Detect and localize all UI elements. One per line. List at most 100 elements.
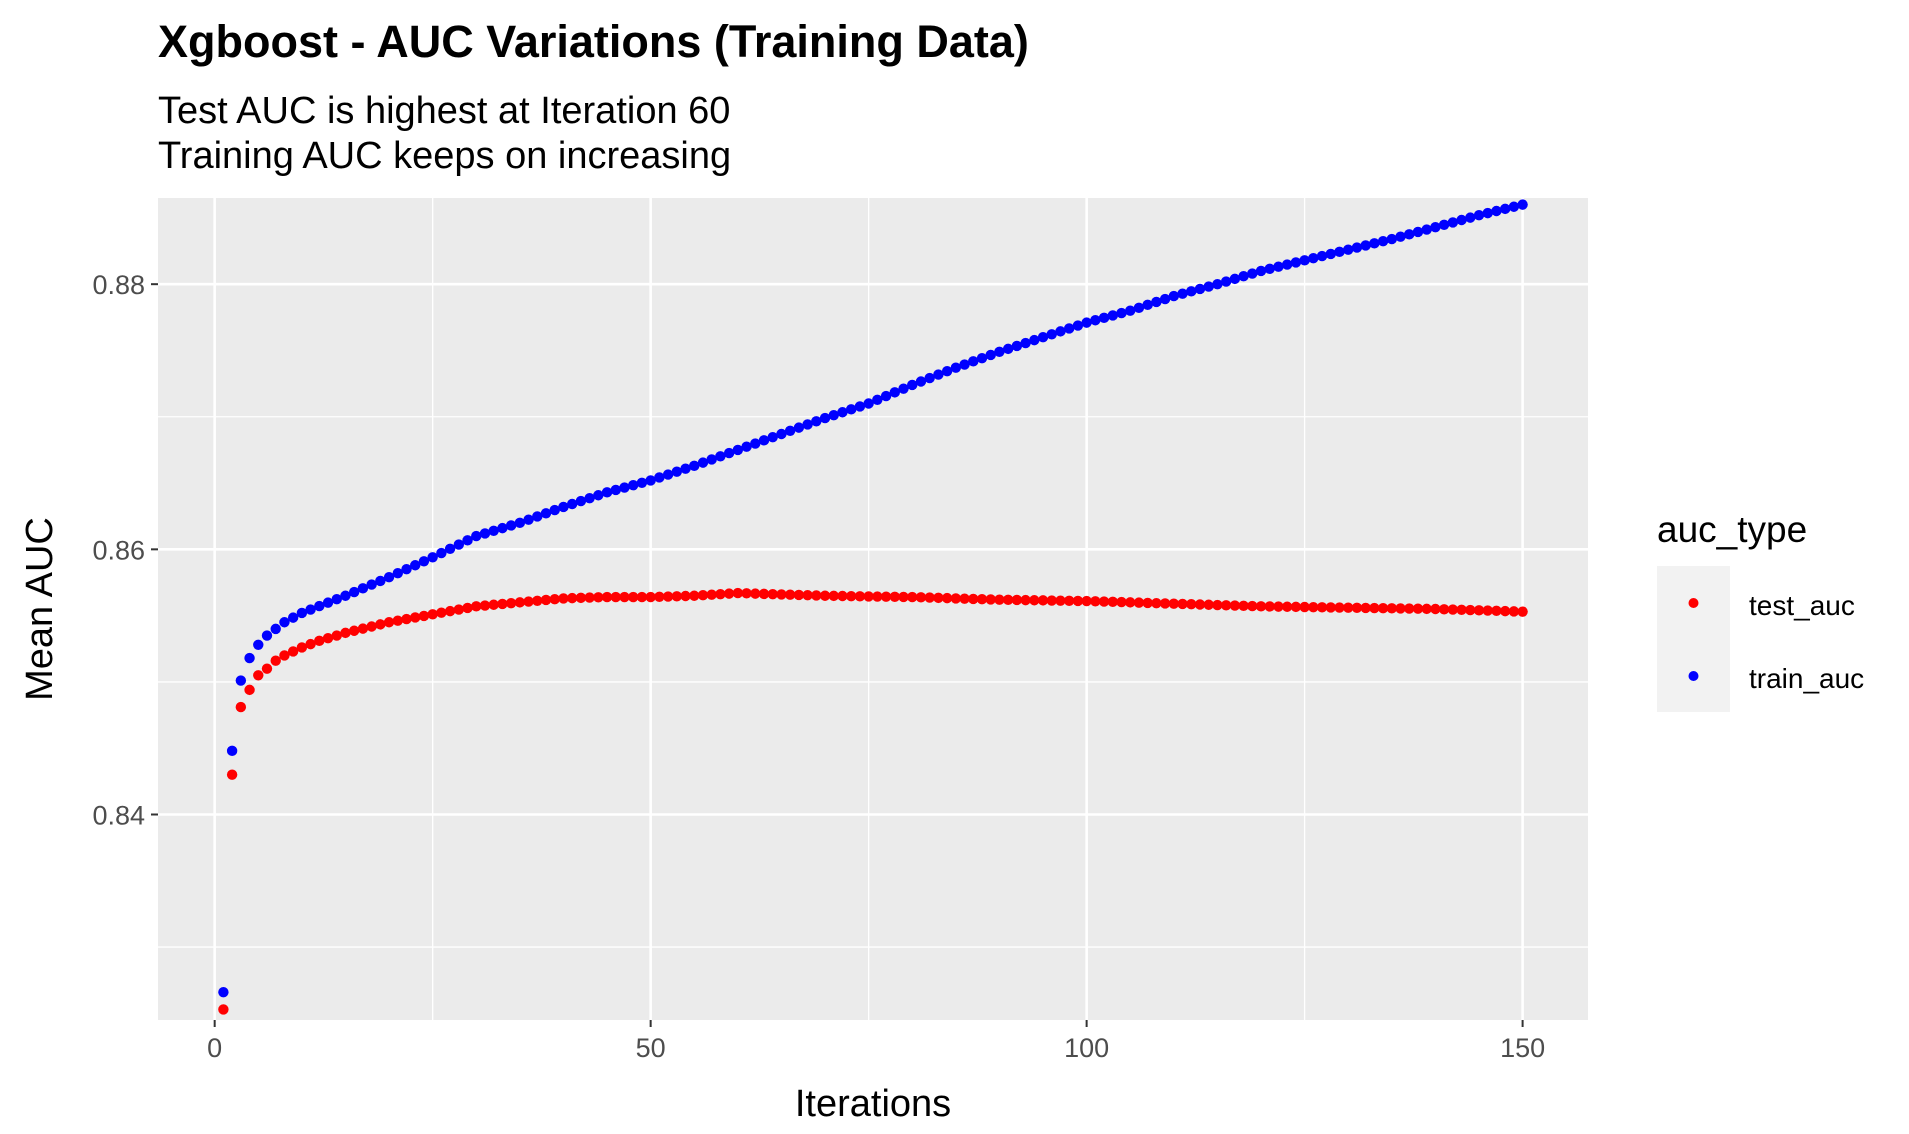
train_auc-point xyxy=(697,457,709,468)
test_auc-point xyxy=(872,591,883,602)
train_auc-point xyxy=(1482,207,1493,219)
train_auc-point xyxy=(453,539,465,550)
test_auc-point xyxy=(505,597,517,609)
train_auc-point xyxy=(1107,310,1118,321)
train_auc-point xyxy=(1377,236,1389,247)
train_auc-point xyxy=(436,547,447,559)
train_auc-point xyxy=(1412,226,1424,238)
test_auc-point xyxy=(1491,605,1502,617)
train_auc-point xyxy=(497,522,508,534)
test_auc-point xyxy=(593,592,604,603)
test_auc-point xyxy=(1098,596,1110,607)
test_auc-point xyxy=(1229,600,1241,611)
test_auc-point xyxy=(549,593,560,605)
test_auc-point xyxy=(305,638,316,650)
train_auc-point xyxy=(1456,214,1467,226)
train_auc-point xyxy=(1229,273,1241,285)
test_auc-point xyxy=(1351,602,1363,614)
test_auc-point xyxy=(427,609,438,620)
test_auc-point xyxy=(628,591,639,603)
train_auc-point xyxy=(1194,283,1206,295)
legend-label-train-auc: train_auc xyxy=(1749,663,1864,694)
train_auc-point xyxy=(505,520,517,531)
legend-label-test-auc: test_auc xyxy=(1749,590,1855,621)
train_auc-point xyxy=(558,501,569,513)
train_auc-point xyxy=(1133,302,1145,313)
train_auc-point xyxy=(1369,238,1380,249)
test_auc-point xyxy=(1063,595,1075,606)
train_auc-point xyxy=(1125,305,1136,316)
test_auc-point xyxy=(645,591,656,603)
test_auc-point xyxy=(1255,601,1267,612)
train_auc-point xyxy=(305,604,316,615)
train_auc-point xyxy=(636,477,648,488)
test_auc-point xyxy=(941,592,953,604)
train_auc-point xyxy=(1177,288,1188,299)
train_auc-point xyxy=(671,466,683,477)
train_auc-point xyxy=(244,652,255,664)
train_auc-point xyxy=(375,575,386,587)
test_auc-point xyxy=(418,610,430,622)
test_auc-point xyxy=(880,591,892,602)
train_auc-point xyxy=(915,376,927,387)
train_auc-point xyxy=(287,612,299,623)
test_auc-point xyxy=(218,1004,229,1015)
train_auc-point xyxy=(985,349,996,361)
test_auc-point xyxy=(1264,601,1275,612)
train_auc-point xyxy=(253,639,264,650)
test_auc-point xyxy=(566,592,578,604)
test_auc-point xyxy=(985,594,996,605)
train_auc-point xyxy=(898,383,909,394)
test_auc-point xyxy=(1273,601,1284,612)
test_auc-point xyxy=(1037,595,1049,606)
test_auc-point xyxy=(1203,599,1214,610)
test_auc-point xyxy=(253,670,264,681)
train_auc-point xyxy=(846,404,857,415)
test_auc-point xyxy=(1508,606,1520,617)
train_auc-point xyxy=(776,428,787,440)
train_auc-point xyxy=(401,564,412,575)
train_auc-point xyxy=(1273,261,1284,272)
test_auc-point xyxy=(1290,601,1302,613)
train_auc-point xyxy=(706,454,717,465)
test_auc-point xyxy=(750,588,761,599)
test_auc-point xyxy=(758,588,770,600)
test_auc-point xyxy=(1002,594,1014,606)
train_auc-point xyxy=(1255,265,1267,277)
test_auc-point xyxy=(357,623,369,634)
train_auc-point xyxy=(1360,240,1371,251)
train_auc-point xyxy=(723,447,735,459)
test_auc-point xyxy=(846,590,857,602)
train_auc-point xyxy=(1046,329,1057,340)
test_auc-point xyxy=(1325,602,1336,613)
test_auc-point xyxy=(1316,602,1328,613)
train_auc-point xyxy=(610,484,621,496)
train_auc-point xyxy=(462,535,473,546)
train_auc-point xyxy=(514,517,526,529)
train_auc-point xyxy=(1308,252,1319,264)
test_auc-point xyxy=(436,607,447,618)
test_auc-point xyxy=(1125,597,1136,608)
train_auc-point xyxy=(1325,248,1336,260)
test_auc-point xyxy=(1308,601,1319,613)
train_auc-point xyxy=(645,475,656,486)
test_auc-point xyxy=(976,593,988,605)
train_auc-point xyxy=(1090,315,1101,326)
data-points xyxy=(218,199,1528,1015)
train_auc-point xyxy=(348,586,360,598)
test_auc-point xyxy=(732,587,744,599)
train_auc-point xyxy=(1037,332,1049,343)
test_auc-point xyxy=(1168,598,1180,609)
test_auc-point xyxy=(1465,604,1476,616)
test_auc-point xyxy=(662,591,674,602)
train_auc-point xyxy=(907,379,918,391)
test_auc-point xyxy=(235,701,247,713)
test_auc-point xyxy=(1386,603,1398,614)
y-axis-title: Mean AUC xyxy=(19,517,61,701)
legend-key-train-auc xyxy=(1688,671,1699,681)
train_auc-point xyxy=(1351,242,1363,253)
train_auc-point xyxy=(584,492,595,504)
x-tick-label: 50 xyxy=(636,1033,666,1063)
test_auc-point xyxy=(828,590,839,602)
train_auc-point xyxy=(1281,259,1293,270)
